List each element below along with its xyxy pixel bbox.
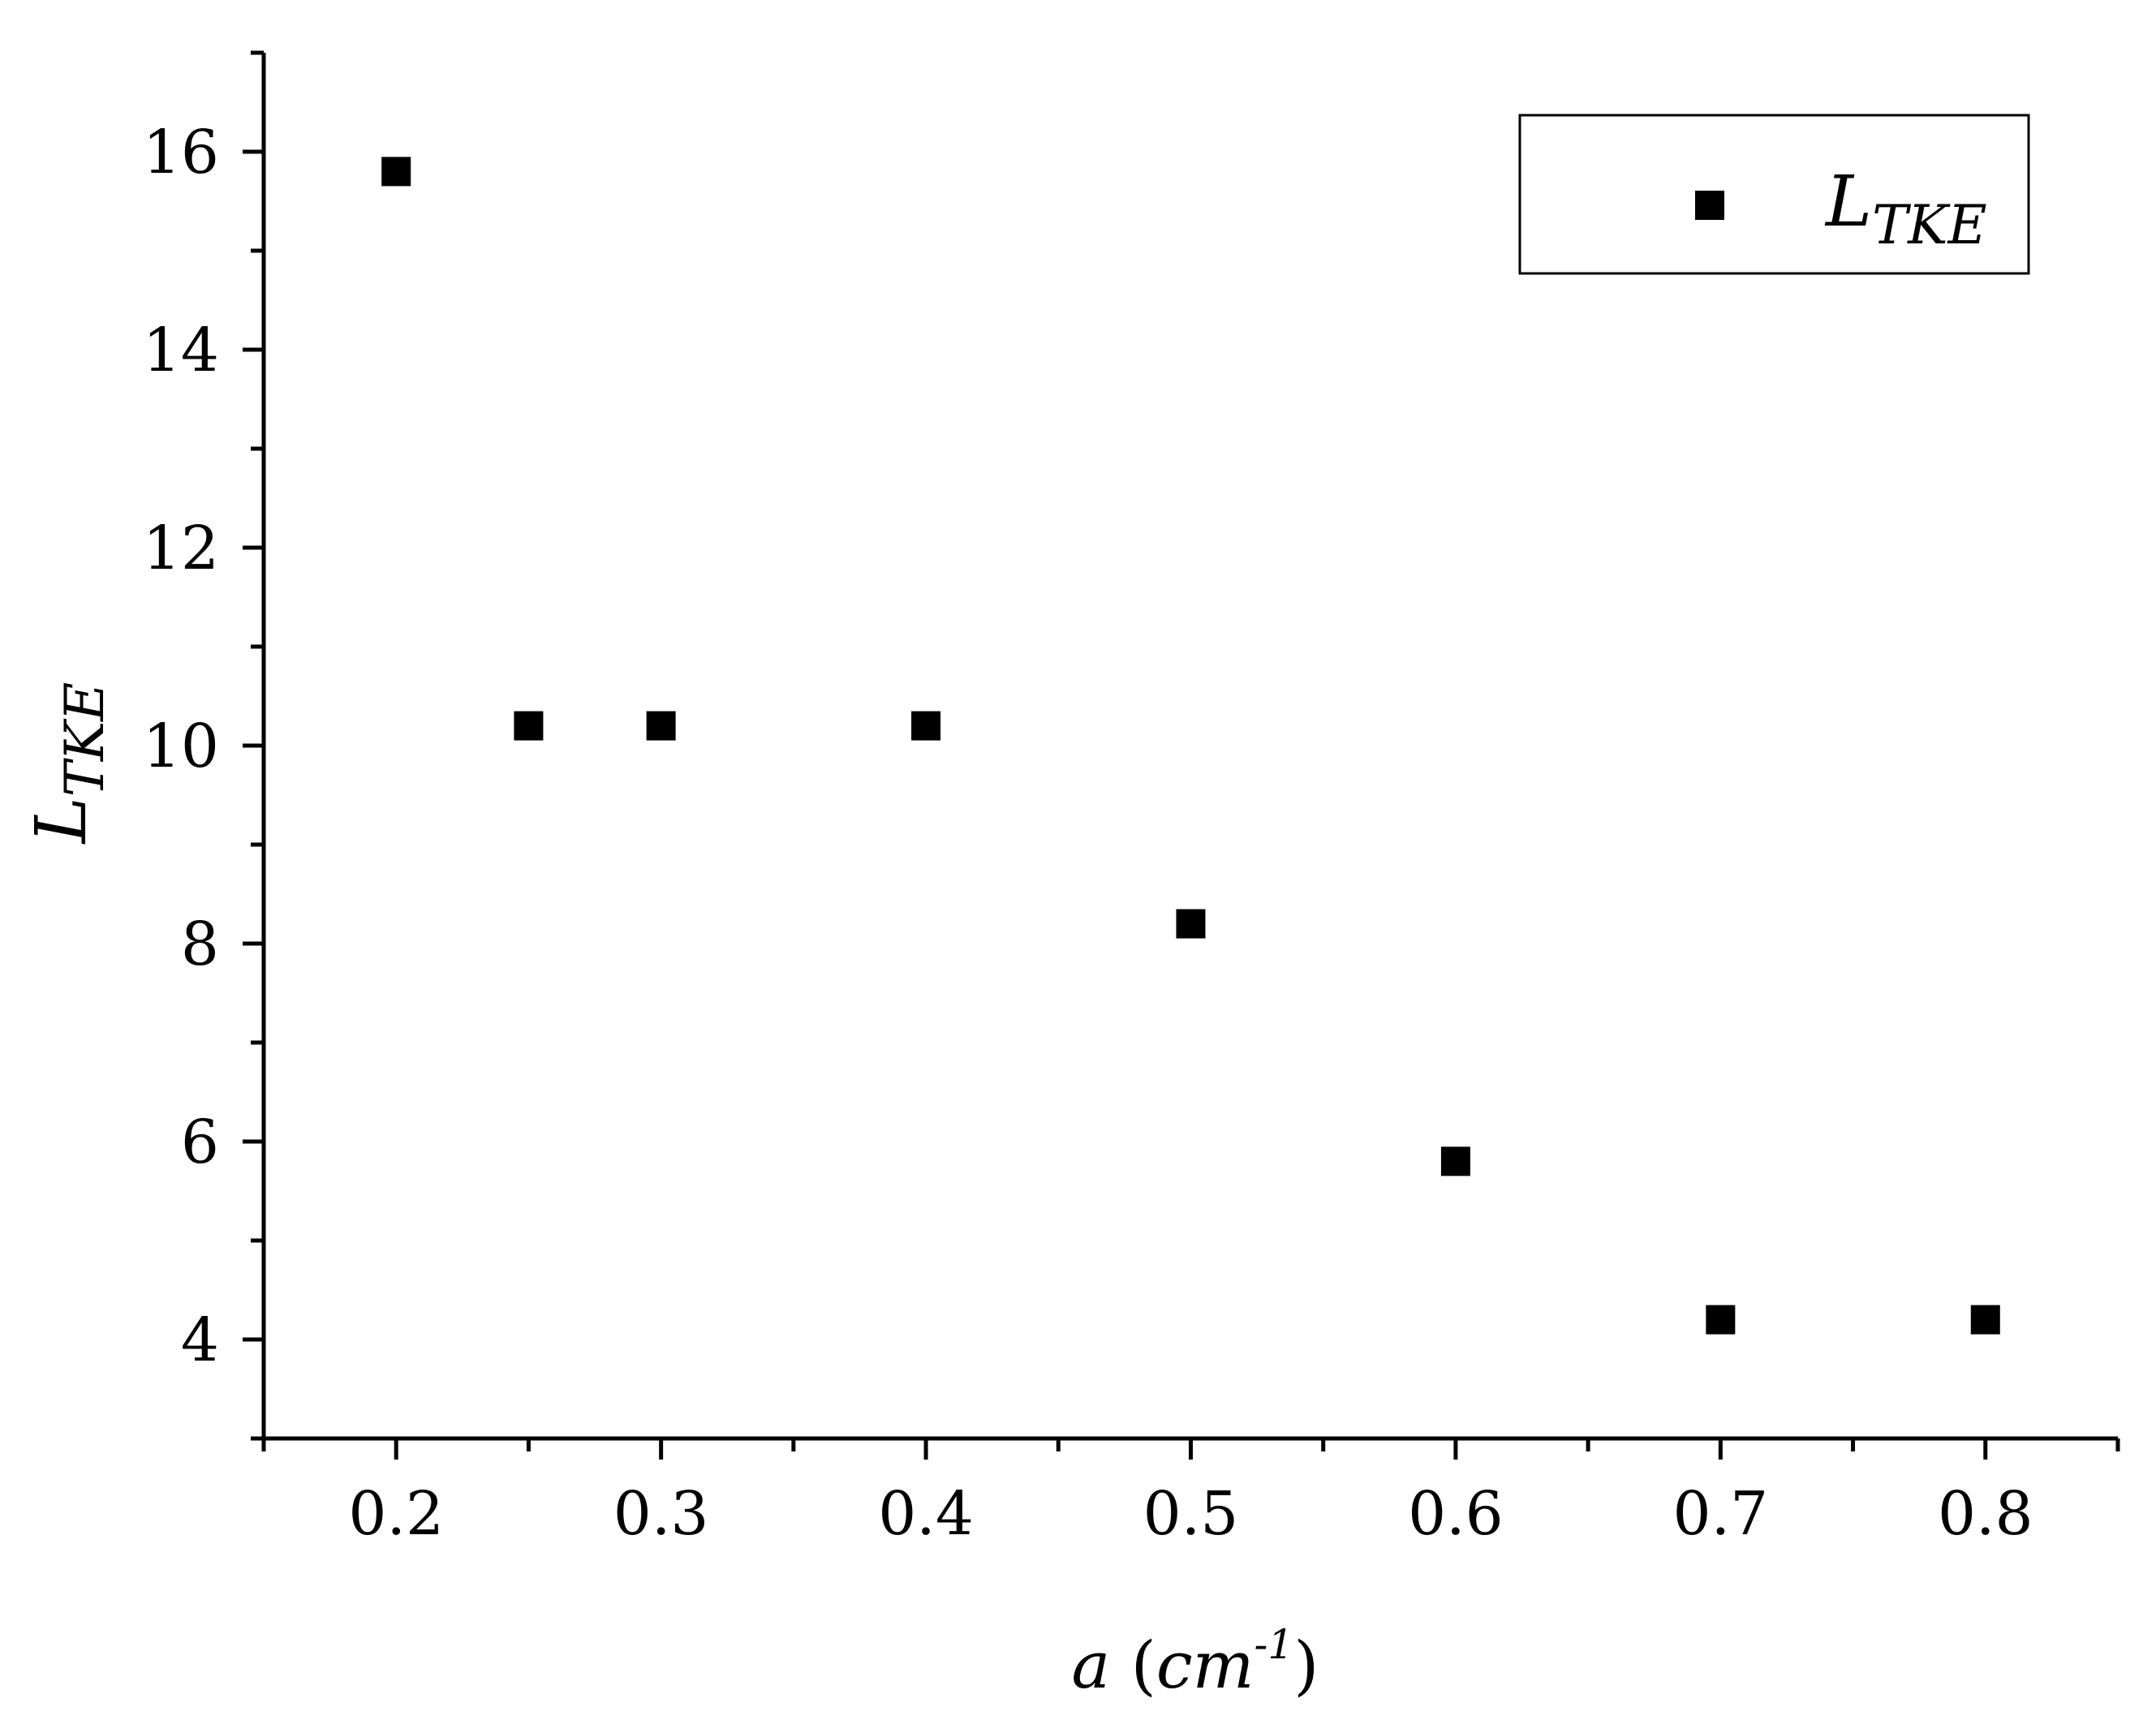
- data-point: [381, 157, 411, 187]
- x-axis-label-variable: a: [1072, 1628, 1111, 1703]
- data-point: [646, 711, 676, 741]
- legend-marker: [1695, 191, 1724, 220]
- data-point: [1176, 909, 1206, 939]
- legend: LTKE: [1518, 114, 2030, 275]
- data-point: [911, 711, 941, 741]
- data-point: [1970, 1305, 2000, 1335]
- y-tick-label: 6: [181, 1107, 219, 1177]
- x-tick-label: 0.2: [348, 1479, 444, 1549]
- y-tick-label: 16: [143, 118, 219, 187]
- y-tick-label: 10: [143, 712, 219, 781]
- x-axis-label-exponent: -1: [1254, 1621, 1294, 1668]
- x-tick-label: 0.5: [1143, 1479, 1239, 1549]
- y-axis-tick-labels: 4 6 8 10 12 14 16: [143, 118, 219, 1375]
- x-axis-label-unit: cm: [1156, 1628, 1254, 1703]
- x-tick-label: 0.3: [613, 1479, 709, 1549]
- x-tick-label: 0.6: [1408, 1479, 1504, 1549]
- x-axis-label-open: (: [1110, 1628, 1156, 1703]
- y-tick-label: 14: [143, 316, 219, 385]
- x-axis-label: a (cm-1): [1072, 1621, 1319, 1703]
- y-tick-label: 12: [143, 514, 219, 583]
- data-point: [1706, 1305, 1736, 1335]
- x-axis-label-close: ): [1293, 1628, 1319, 1703]
- data-point: [1440, 1146, 1470, 1176]
- x-axis-ticks: [261, 1438, 2120, 1460]
- y-axis-label-subscript: TKE: [54, 682, 116, 798]
- y-tick-label: 4: [181, 1305, 219, 1375]
- legend-entry-main: L: [1824, 161, 1872, 243]
- x-tick-label: 0.8: [1938, 1479, 2033, 1549]
- x-tick-label: 0.7: [1673, 1479, 1769, 1549]
- data-point: [514, 711, 544, 741]
- y-axis-label: LTKE: [21, 682, 116, 845]
- legend-box: [1518, 114, 2030, 275]
- y-axis-ticks: [243, 50, 264, 1441]
- legend-entry-label: LTKE: [1824, 161, 1987, 256]
- y-tick-label: 8: [181, 909, 219, 979]
- x-axis-tick-labels: 0.2 0.3 0.4 0.5 0.6 0.7 0.8: [348, 1479, 2033, 1549]
- data-points: [381, 157, 2000, 1335]
- legend-entry-subscript: TKE: [1872, 194, 1987, 256]
- x-tick-label: 0.4: [878, 1479, 974, 1549]
- y-axis-label-main: L: [21, 797, 102, 845]
